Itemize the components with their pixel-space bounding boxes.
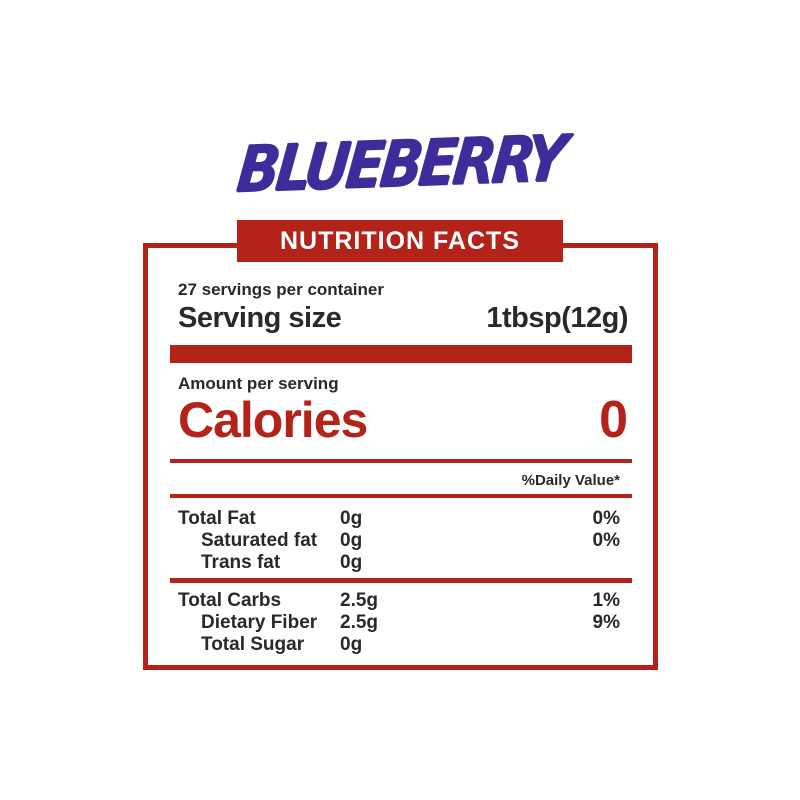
nutrient-row-saturated-fat: Saturated fat 0g 0%: [170, 530, 632, 552]
nutrient-row-total-carbs: Total Carbs 2.5g 1%: [170, 590, 632, 612]
calories-label: Calories: [178, 392, 368, 448]
divider-after-calories: [170, 459, 632, 463]
nutrient-label: Total Fat: [178, 508, 256, 529]
divider-between-groups: [170, 578, 632, 583]
servings-per-container: 27 servings per container: [178, 280, 384, 299]
daily-value-header: %Daily Value*: [521, 472, 620, 489]
product-logo: BLUEBERRY: [0, 122, 800, 208]
nutrient-row-dietary-fiber: Dietary Fiber 2.5g 9%: [170, 612, 632, 634]
nutrient-row-trans-fat: Trans fat 0g: [170, 552, 632, 574]
serving-size-label: Serving size: [178, 302, 342, 334]
calories-row: Calories 0: [170, 391, 632, 449]
amount-per-serving-label: Amount per serving: [178, 374, 339, 393]
nutrient-amount: 0g: [340, 530, 363, 551]
nutrient-label: Trans fat: [201, 552, 281, 573]
nutrient-label: Total Sugar: [201, 634, 305, 655]
nutrition-facts-panel: 27 servings per container Serving size 1…: [143, 243, 658, 670]
nutrient-row-total-sugar: Total Sugar 0g: [170, 634, 632, 656]
nutrition-facts-banner: NUTRITION FACTS: [237, 220, 563, 262]
nutrient-daily-value: 0%: [592, 530, 620, 551]
nutrient-row-total-fat: Total Fat 0g 0%: [170, 508, 632, 530]
divider-after-daily-value: [170, 494, 632, 498]
fat-group: Total Fat 0g 0% Saturated fat 0g 0% Tran…: [170, 508, 632, 574]
nutrient-daily-value: 1%: [592, 590, 620, 611]
nutrient-amount: 2.5g: [340, 612, 379, 633]
nutrient-amount: 0g: [340, 508, 363, 529]
nutrient-daily-value: 9%: [592, 612, 620, 633]
thick-divider: [170, 345, 632, 363]
calories-value: 0: [599, 391, 628, 449]
nutrient-amount: 0g: [340, 634, 363, 655]
nutrition-facts-banner-label: NUTRITION FACTS: [280, 226, 520, 255]
nutrient-amount: 0g: [340, 552, 363, 573]
nutrient-label: Dietary Fiber: [201, 612, 318, 633]
serving-size-value: 1tbsp(12g): [486, 302, 628, 334]
nutrient-amount: 2.5g: [340, 590, 379, 611]
product-logo-text: BLUEBERRY: [233, 121, 567, 208]
nutrient-label: Saturated fat: [201, 530, 318, 551]
serving-size-row: Serving size 1tbsp(12g): [170, 300, 632, 335]
nutrient-label: Total Carbs: [178, 590, 282, 611]
nutrient-daily-value: 0%: [592, 508, 620, 529]
carbs-group: Total Carbs 2.5g 1% Dietary Fiber 2.5g 9…: [170, 590, 632, 656]
